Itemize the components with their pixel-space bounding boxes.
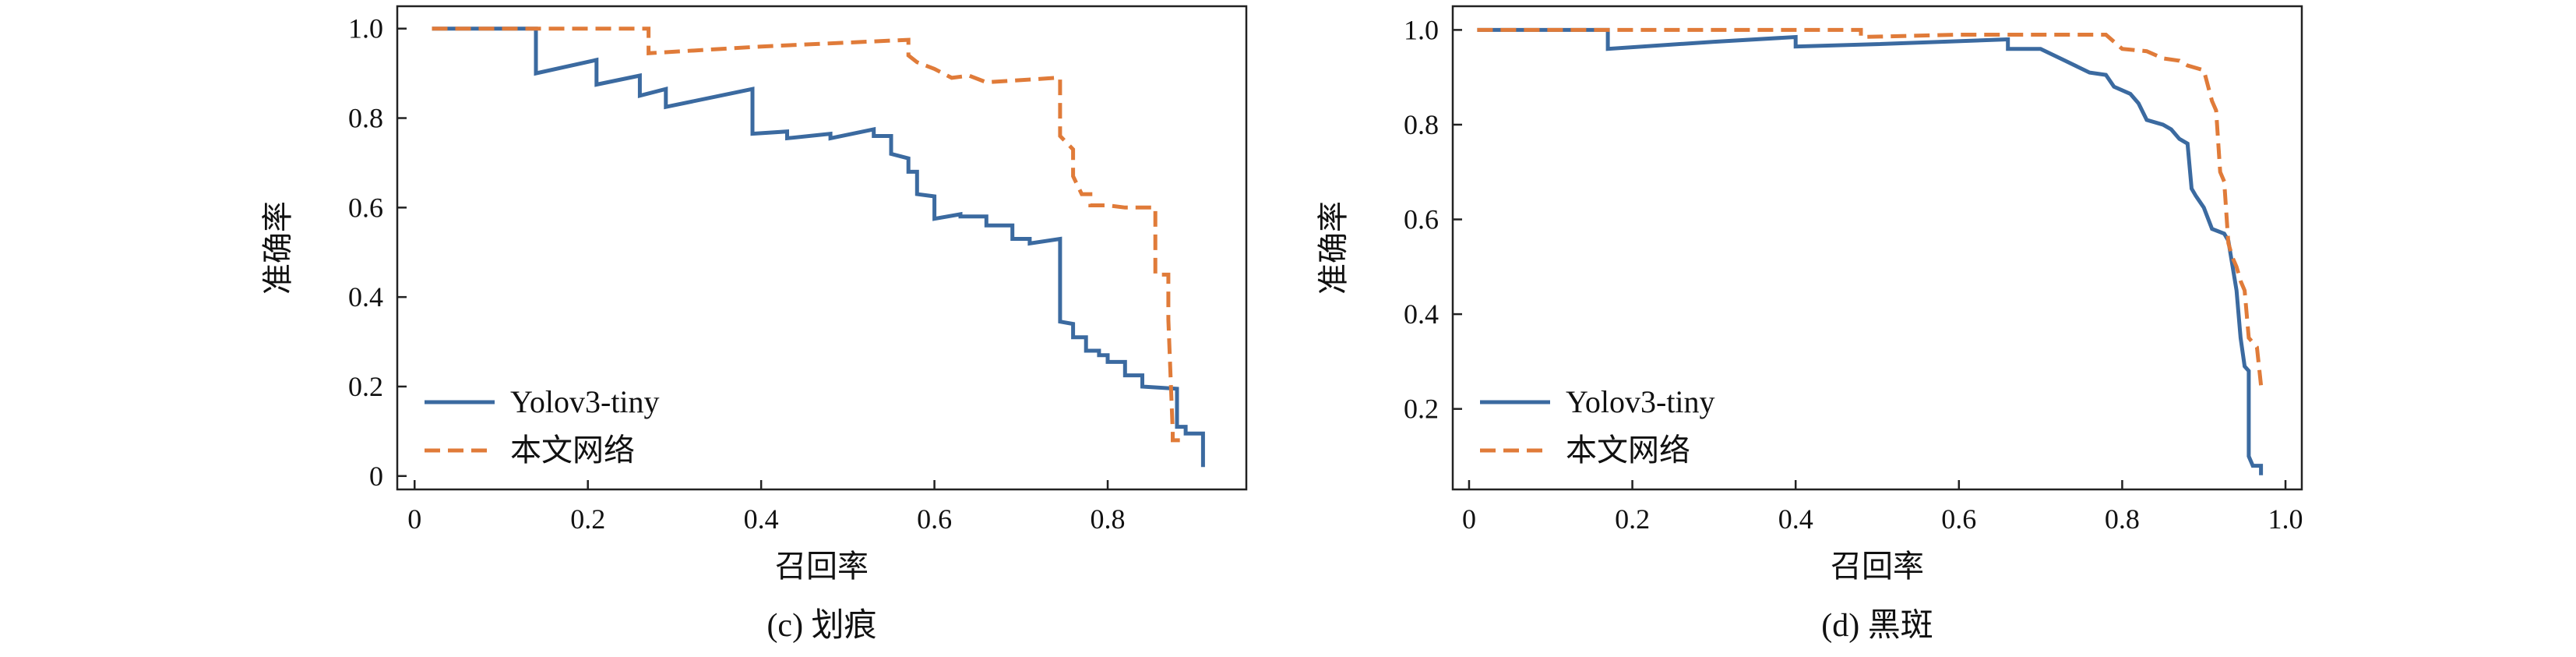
series-line-d-1: [1477, 27, 2264, 386]
x-tick-label-d-2: 0.4: [1778, 503, 1813, 535]
series-line-c-0: [432, 26, 1205, 468]
x-tick-label-d-3: 0.6: [1941, 503, 1976, 535]
y-axis-label-d: 准确率: [1316, 201, 1351, 295]
chart-caption-c: (c) 划痕: [766, 608, 876, 644]
y-tick-label-d-2: 0.6: [1404, 204, 1439, 235]
y-tick-label-d-4: 1.0: [1404, 14, 1439, 45]
legend-label-c-1: 本文网络: [510, 433, 635, 468]
series-line-d-0: [1477, 27, 2264, 475]
x-tick-label-d-1: 0.2: [1615, 503, 1650, 535]
y-tick-label-d-3: 0.8: [1404, 109, 1439, 140]
chart-caption-d: (d) 黑斑: [1821, 608, 1933, 644]
x-axis-label-d: 召回率: [1831, 549, 1924, 585]
legend-label-d-0: Yolov3-tiny: [1566, 384, 1715, 419]
series-line-c-1: [432, 26, 1186, 443]
y-tick-label-d-0: 0.2: [1404, 394, 1439, 425]
x-tick-label-c-1: 0.2: [570, 503, 605, 535]
x-tick-label-c-0: 0: [407, 503, 421, 535]
x-tick-label-c-2: 0.4: [744, 503, 779, 535]
x-tick-label-c-4: 0.8: [1091, 503, 1126, 535]
y-tick-label-c-2: 0.4: [348, 281, 383, 313]
y-tick-label-c-3: 0.6: [348, 192, 383, 223]
y-tick-label-c-0: 0: [369, 461, 383, 492]
plot-frame-d: [1451, 5, 2303, 491]
legend-label-c-0: Yolov3-tiny: [510, 384, 660, 419]
x-tick-label-c-3: 0.6: [917, 503, 952, 535]
y-axis-label-c: 准确率: [260, 201, 296, 295]
legend-label-d-1: 本文网络: [1566, 433, 1690, 468]
x-tick-label-d-5: 1.0: [2268, 503, 2303, 535]
x-axis-label-c: 召回率: [775, 549, 869, 585]
y-tick-label-c-4: 0.8: [348, 103, 383, 134]
y-tick-label-d-1: 0.4: [1404, 298, 1439, 330]
plot-frame-c: [396, 5, 1248, 491]
y-tick-label-c-5: 1.0: [348, 13, 383, 44]
y-tick-label-c-1: 0.2: [348, 371, 383, 402]
x-tick-label-d-0: 0: [1462, 503, 1476, 535]
x-tick-label-d-4: 0.8: [2105, 503, 2140, 535]
